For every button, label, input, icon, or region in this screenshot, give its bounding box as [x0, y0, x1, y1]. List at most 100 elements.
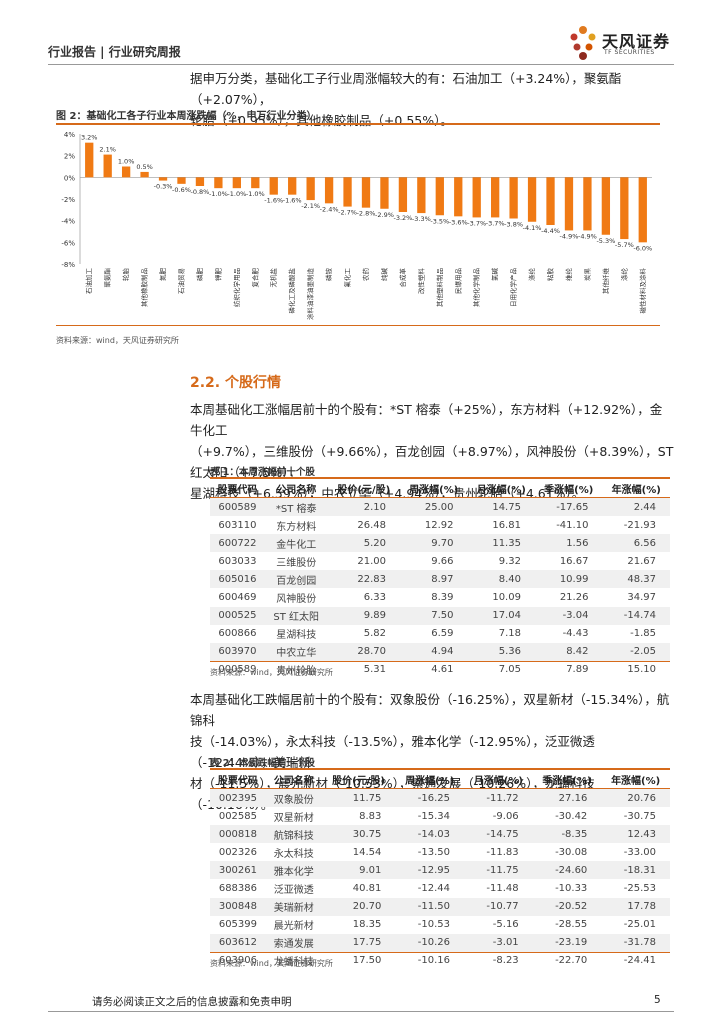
bar — [177, 177, 186, 184]
table-cell: 9.89 — [327, 606, 400, 625]
table-cell: -18.31 — [601, 861, 670, 880]
column-header: 股票代码 — [210, 479, 265, 498]
table-cell: 20.70 — [321, 897, 396, 916]
data-label: -1.0% — [227, 190, 246, 198]
table-cell: 龙蟠科技 — [273, 957, 314, 969]
table-cell: -14.74 — [602, 606, 670, 625]
category-label: 聚氨酯 — [103, 268, 112, 288]
table-cell: 20.76 — [601, 788, 670, 808]
top-gainers-table: 股票代码 公司名称 股价(元/股) 周涨幅(%) 月涨幅(%) 季涨幅(%) 年涨幅(%) 6… — [210, 479, 670, 679]
table-cell: 603970 — [210, 642, 265, 661]
data-label: -3.6% — [449, 218, 468, 226]
table-cell: 605016 — [210, 570, 265, 589]
column-header: 月涨幅(%) — [464, 770, 533, 789]
category-label: 民爆用品 — [453, 268, 462, 294]
table-cell: 5.31 — [363, 664, 386, 676]
bar — [380, 177, 389, 209]
y-tick-label: -2% — [61, 196, 75, 204]
data-label: -3.5% — [430, 217, 449, 225]
data-label: -4.1% — [523, 224, 542, 232]
category-label: 无机盐 — [269, 268, 278, 288]
table-cell: 002326 — [218, 846, 258, 858]
table-cell: 8.83 — [359, 810, 382, 822]
data-label: -3.7% — [486, 219, 505, 227]
data-label: -0.6% — [172, 186, 191, 194]
table-row: 603033 三维股份 21.00 9.66 9.32 16.67 21.67 — [210, 552, 670, 570]
bar — [232, 177, 241, 189]
table-cell: 17.75 — [321, 933, 396, 952]
table-cell: -14.03 — [395, 825, 465, 844]
bar — [583, 177, 592, 231]
table-cell: -20.52 — [532, 897, 602, 916]
category-label: 其他化学制品 — [472, 268, 481, 307]
data-label: -3.8% — [504, 221, 523, 229]
data-label: -2.1% — [301, 202, 320, 210]
table-cell: -25.53 — [623, 883, 656, 895]
category-label: 纯碱 — [379, 268, 388, 282]
table-row: 000818 航锦科技 30.75 -14.03 -14.75 -8.35 12.43 — [210, 825, 670, 844]
table-cell: 双象股份 — [265, 788, 322, 808]
column-header: 股价(元/股) — [321, 770, 396, 789]
category-label: 磷铵 — [324, 268, 333, 282]
table-cell: -1.85 — [630, 628, 656, 640]
page-number: 5 — [654, 994, 661, 1006]
data-label: 2.1% — [99, 146, 116, 154]
table-cell: 14.54 — [352, 846, 382, 858]
table-cell: -21.93 — [623, 519, 656, 531]
table-cell: 东方材料 — [276, 521, 317, 533]
category-label: 磁性材料及涂料 — [638, 268, 647, 314]
table-cell: *ST 榕泰 — [264, 497, 328, 517]
category-label: 涤纶 — [619, 268, 628, 282]
category-label: 复合肥 — [250, 268, 259, 288]
table-row: 688386 泛亚微透 40.81 -12.44 -11.48 -10.33 -25.53 — [210, 879, 670, 897]
table-cell: -24.41 — [623, 955, 656, 967]
data-label: -0.8% — [191, 188, 210, 196]
table-cell: 中农立华 — [264, 642, 328, 661]
table-cell: 5.20 — [327, 534, 400, 553]
table-cell: 7.50 — [400, 606, 468, 625]
category-label: 石油加工 — [84, 268, 93, 295]
data-label: 3.2% — [81, 134, 98, 142]
table-cell: -11.72 — [464, 788, 533, 808]
table-cell: 603110 — [218, 519, 257, 531]
table-cell: 600469 — [218, 592, 257, 604]
table-cell: -10.33 — [555, 883, 588, 895]
table-cell: 600866 — [218, 628, 257, 640]
table-cell: -4.43 — [562, 628, 589, 640]
table-cell: 27.16 — [532, 788, 602, 808]
table-cell: -8.35 — [532, 825, 602, 844]
table-cell: -30.42 — [555, 810, 588, 822]
category-label: 粘胶 — [546, 268, 555, 282]
table1-source: 资料来源：wind，天风证券研究所 — [210, 668, 333, 677]
table-cell: 7.05 — [498, 664, 521, 676]
table-header-row: 股票代码 公司名称 股价(元/股) 周涨幅(%) 月涨幅(%) 季涨幅(%) 年涨幅(%) — [210, 770, 670, 789]
table-cell: 600589 — [210, 497, 265, 517]
table-cell: -28.55 — [555, 919, 588, 931]
table-cell: -10.26 — [395, 933, 465, 952]
table-cell: 6.59 — [431, 628, 454, 640]
company-logo: 天风证券 TF SECURITIES — [566, 22, 676, 62]
table-cell: 14.75 — [467, 497, 535, 517]
bar — [398, 177, 408, 212]
data-label: -1.0% — [209, 190, 228, 198]
table-cell: 永太科技 — [273, 848, 314, 860]
data-label: -3.7% — [467, 219, 486, 227]
table-cell: 603033 — [218, 555, 257, 567]
category-label: 轮胎 — [121, 268, 130, 282]
table-cell: 泛亚微透 — [273, 885, 314, 897]
table-cell: 16.81 — [492, 519, 521, 531]
table-cell: 48.37 — [602, 570, 670, 589]
data-label: -4.9% — [578, 232, 597, 240]
table-cell: 10.09 — [492, 592, 521, 604]
table-cell: -11.83 — [486, 846, 519, 858]
table-row: 600722 金牛化工 5.20 9.70 11.35 1.56 6.56 — [210, 534, 670, 553]
table-cell: -24.60 — [532, 861, 602, 880]
table-cell: 三维股份 — [276, 557, 317, 569]
table-cell: 002585 — [218, 810, 258, 822]
y-tick-label: 0% — [64, 174, 75, 182]
column-header: 公司名称 — [265, 770, 322, 789]
table-cell: -9.06 — [492, 810, 519, 822]
section-title: 2.2. 个股行情 — [190, 375, 281, 391]
column-header: 年涨幅(%) — [601, 770, 670, 789]
losers-line: 技（-14.03%），永太科技（-13.5%），雅本化学（-12.95%），泛亚… — [190, 734, 595, 770]
